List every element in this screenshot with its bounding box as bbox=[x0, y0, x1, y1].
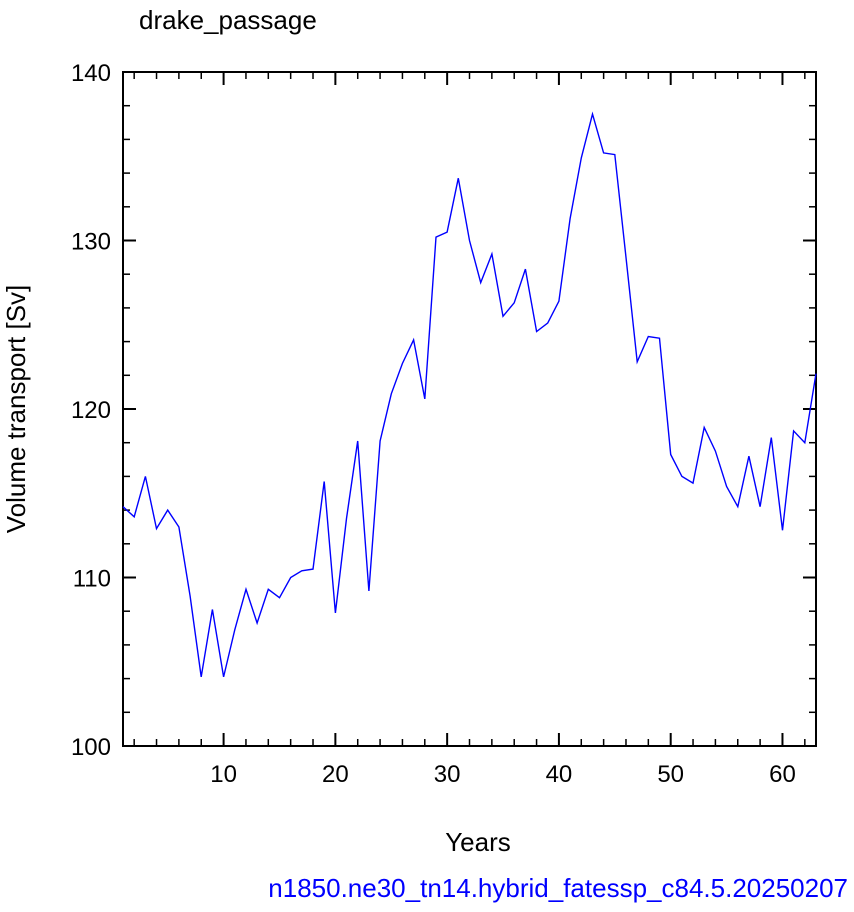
data-point bbox=[413, 339, 415, 341]
data-point bbox=[770, 437, 772, 439]
data-point bbox=[122, 506, 124, 508]
data-point bbox=[614, 154, 616, 156]
data-point bbox=[312, 568, 314, 570]
y-tick-label: 140 bbox=[71, 60, 111, 87]
data-point bbox=[145, 476, 147, 478]
data-point bbox=[737, 506, 739, 508]
x-tick-label: 10 bbox=[210, 761, 237, 788]
data-point bbox=[558, 300, 560, 302]
data-point bbox=[368, 590, 370, 592]
axis-ticks bbox=[123, 71, 816, 747]
data-point bbox=[212, 609, 214, 611]
data-point bbox=[256, 622, 258, 624]
data-point bbox=[603, 152, 605, 154]
data-point bbox=[748, 455, 750, 457]
data-point bbox=[793, 430, 795, 432]
data-point bbox=[525, 268, 527, 270]
chart-title: drake_passage bbox=[139, 5, 317, 35]
data-point bbox=[692, 482, 694, 484]
data-point bbox=[580, 157, 582, 159]
data-point bbox=[279, 597, 281, 599]
data-point bbox=[569, 218, 571, 220]
data-point bbox=[223, 676, 225, 678]
data-point bbox=[458, 177, 460, 179]
data-point bbox=[268, 588, 270, 590]
data-point bbox=[189, 595, 191, 597]
data-point bbox=[804, 442, 806, 444]
tick-labels: 10 20 30 40 50 60 100 110 120 130 140 bbox=[71, 60, 796, 788]
data-point bbox=[156, 528, 158, 530]
data-point bbox=[715, 450, 717, 452]
x-tick-label: 20 bbox=[322, 761, 349, 788]
y-axis-title: Volume transport [Sv] bbox=[1, 285, 31, 534]
footer-caption: n1850.ne30_tn14.hybrid_fatessp_c84.5.202… bbox=[268, 873, 848, 903]
data-point bbox=[200, 676, 202, 678]
data-point bbox=[491, 253, 493, 255]
plot-frame bbox=[122, 71, 817, 747]
data-point bbox=[379, 440, 381, 442]
data-point bbox=[446, 231, 448, 233]
data-point bbox=[290, 577, 292, 579]
x-tick-label: 60 bbox=[769, 761, 796, 788]
series-group bbox=[122, 111, 817, 678]
data-point bbox=[659, 337, 661, 339]
data-point bbox=[178, 526, 180, 528]
data-point bbox=[402, 363, 404, 365]
data-point bbox=[301, 570, 303, 572]
y-tick-label: 130 bbox=[71, 229, 111, 256]
x-tick-label: 50 bbox=[657, 761, 684, 788]
data-point bbox=[636, 361, 638, 363]
data-point bbox=[782, 530, 784, 532]
y-tick-label: 110 bbox=[73, 566, 111, 593]
data-point bbox=[167, 509, 169, 511]
x-axis-title: Years bbox=[445, 827, 511, 857]
data-point bbox=[670, 454, 672, 456]
data-point bbox=[234, 629, 236, 631]
data-point bbox=[357, 440, 359, 442]
data-point bbox=[245, 588, 247, 590]
series-line bbox=[122, 111, 817, 678]
x-tick-label: 40 bbox=[546, 761, 573, 788]
data-point bbox=[480, 282, 482, 284]
data-point bbox=[435, 236, 437, 238]
data-point bbox=[335, 612, 337, 614]
x-tick-label: 30 bbox=[434, 761, 461, 788]
data-point bbox=[469, 240, 471, 242]
data-point bbox=[648, 336, 650, 338]
data-point bbox=[815, 373, 817, 375]
data-point bbox=[726, 486, 728, 488]
data-point bbox=[759, 506, 761, 508]
data-point bbox=[346, 518, 348, 520]
data-point bbox=[625, 257, 627, 259]
data-point bbox=[592, 113, 594, 115]
data-point bbox=[133, 516, 135, 518]
data-point bbox=[323, 481, 325, 483]
data-point bbox=[502, 316, 504, 318]
data-point bbox=[703, 427, 705, 429]
data-point bbox=[536, 331, 538, 333]
data-point bbox=[547, 322, 549, 324]
data-point bbox=[424, 398, 426, 400]
data-point bbox=[390, 393, 392, 395]
y-tick-label: 120 bbox=[71, 397, 111, 424]
data-point bbox=[513, 302, 515, 304]
y-tick-label: 100 bbox=[71, 734, 111, 761]
data-point bbox=[681, 476, 683, 478]
